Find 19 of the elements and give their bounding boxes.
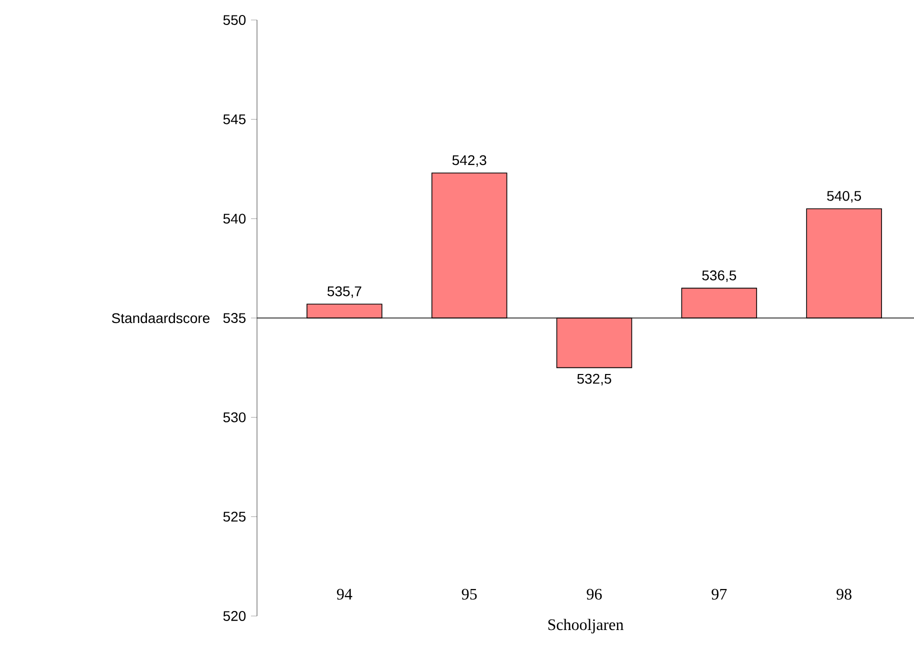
data-label: 536,5: [702, 270, 736, 282]
data-label: 542,3: [452, 155, 486, 167]
y-tick-label: 520: [223, 611, 246, 621]
x-axis-title: Schooljaren: [548, 618, 624, 634]
data-label: 532,5: [577, 374, 612, 386]
data-label: 535,7: [327, 286, 362, 298]
y-axis-title: Standaardscore: [112, 312, 210, 324]
x-tick-label: 95: [462, 588, 477, 600]
x-tick-label: 96: [586, 588, 602, 600]
y-tick-label: 550: [223, 15, 246, 25]
y-tick-label: 540: [223, 214, 246, 224]
x-tick-label: 98: [836, 588, 852, 600]
y-tick-label: 535: [223, 313, 246, 323]
y-tick-label: 545: [223, 114, 246, 124]
y-tick-label: 525: [223, 512, 246, 522]
x-tick-label: 94: [336, 588, 352, 600]
x-tick-label: 97: [712, 588, 727, 600]
data-label: 540,5: [827, 190, 861, 203]
y-tick-label: 530: [223, 412, 246, 422]
